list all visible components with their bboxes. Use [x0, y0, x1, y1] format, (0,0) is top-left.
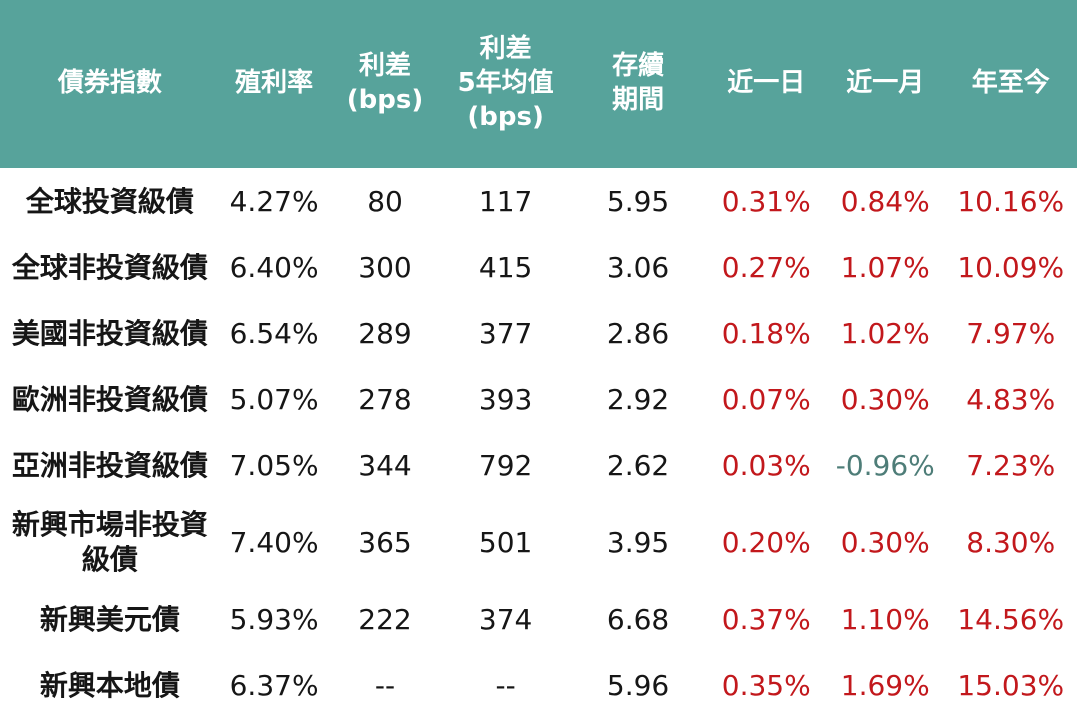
table-cell: 7.97% — [966, 316, 1056, 350]
table-cell: 0.30% — [840, 382, 930, 416]
table-header-row: 債券指數 殖利率 利差 (bps) 利差 5年均值 (bps) 存續 期間 近一日 近一月 年… — [0, 0, 1077, 168]
table-cell: 4.83% — [966, 382, 1056, 416]
table-cell: 1.07% — [840, 250, 930, 284]
table-cell: 5.93% — [229, 602, 319, 636]
table-cell: 374 — [478, 602, 533, 636]
table-cell: 7.23% — [966, 448, 1056, 482]
table-cell: 365 — [358, 525, 412, 559]
table-cell: 10.16% — [957, 184, 1065, 218]
table-cell: 415 — [478, 250, 533, 284]
column-header-change-1m: 近一月 — [846, 68, 925, 99]
column-header-duration: 存續 期間 — [612, 51, 665, 115]
table-cell: 501 — [478, 525, 533, 559]
table-cell: 5.96 — [606, 668, 670, 702]
column-header-yield: 殖利率 — [235, 68, 314, 99]
table-row: 新興市場非投資 級債 7.40% 365 501 3.95 0.20% 0.30% 8.30% — [0, 498, 1077, 586]
table-cell: 全球非投資級債 — [11, 250, 208, 284]
column-header-change-ytd: 年至今 — [971, 68, 1050, 99]
table-cell: 新興美元債 — [39, 602, 180, 636]
table-cell: 5.95 — [606, 184, 670, 218]
table-cell: 7.05% — [229, 448, 319, 482]
table-cell: 393 — [478, 382, 533, 416]
table-cell: 1.69% — [840, 668, 930, 702]
column-header-bond-index: 債券指數 — [57, 68, 162, 99]
table-cell: 美國非投資級債 — [11, 316, 208, 350]
table-cell: 0.30% — [840, 525, 930, 559]
table-row: 亞洲非投資級債 7.05% 344 792 2.62 0.03% -0.96% 7.23% — [0, 432, 1077, 498]
table-cell: 289 — [358, 316, 412, 350]
table-cell: 0.18% — [721, 316, 811, 350]
table-cell: 0.20% — [721, 525, 811, 559]
table-cell: 6.37% — [229, 668, 319, 702]
table-cell: 全球投資級債 — [25, 184, 194, 218]
column-header-change-1d: 近一日 — [727, 68, 806, 99]
table-cell: 0.84% — [840, 184, 930, 218]
table-row: 新興美元債 5.93% 222 374 6.68 0.37% 1.10% 14.56% — [0, 586, 1077, 652]
table-cell: 2.62 — [606, 448, 670, 482]
column-header-spread-bps: 利差 (bps) — [346, 51, 424, 115]
table-cell: 新興本地債 — [39, 668, 180, 702]
table-row: 全球非投資級債 6.40% 300 415 3.06 0.27% 1.07% 10.09% — [0, 234, 1077, 300]
table-header: 債券指數 殖利率 利差 (bps) 利差 5年均值 (bps) 存續 期間 近一日 近一月 年… — [0, 0, 1077, 168]
table-cell: 344 — [358, 448, 412, 482]
table-body: 全球投資級債 4.27% 80 117 5.95 0.31% 0.84% 10.16% 全球非投… — [0, 168, 1077, 718]
table-cell: 亞洲非投資級債 — [11, 448, 208, 482]
table-row: 全球投資級債 4.27% 80 117 5.95 0.31% 0.84% 10.16% — [0, 168, 1077, 234]
table-cell: 10.09% — [957, 250, 1065, 284]
table-cell: 0.27% — [721, 250, 811, 284]
table-cell: 3.95 — [606, 525, 670, 559]
table-cell: 8.30% — [966, 525, 1056, 559]
table-row: 美國非投資級債 6.54% 289 377 2.86 0.18% 1.02% 7.97% — [0, 300, 1077, 366]
table-cell: 0.35% — [721, 668, 811, 702]
table-cell: 新興市場非投資 級債 — [11, 508, 208, 576]
table-cell: 0.31% — [721, 184, 811, 218]
table-cell: 792 — [478, 448, 533, 482]
table-cell: 222 — [358, 602, 412, 636]
table-cell: 1.02% — [840, 316, 930, 350]
column-header-spread-5y-avg: 利差 5年均值 (bps) — [457, 34, 554, 132]
table-row: 新興本地債 6.37% -- -- 5.96 0.35% 1.69% 15.03% — [0, 652, 1077, 718]
table-cell: -- — [374, 668, 396, 702]
table-cell: 0.07% — [721, 382, 811, 416]
table-cell: 0.37% — [721, 602, 811, 636]
table-cell: 0.03% — [721, 448, 811, 482]
table-row: 歐洲非投資級債 5.07% 278 393 2.92 0.07% 0.30% 4.83% — [0, 366, 1077, 432]
table-cell: 6.68 — [606, 602, 670, 636]
table-cell: 歐洲非投資級債 — [11, 382, 208, 416]
table-cell: 300 — [358, 250, 412, 284]
table-cell: 15.03% — [957, 668, 1065, 702]
table-cell: -0.96% — [835, 448, 935, 482]
table-cell: 1.10% — [840, 602, 930, 636]
table-cell: 6.54% — [229, 316, 319, 350]
table-cell: 7.40% — [229, 525, 319, 559]
table-cell: 5.07% — [229, 382, 319, 416]
table-cell: 2.86 — [606, 316, 670, 350]
table-cell: 6.40% — [229, 250, 319, 284]
table-cell: -- — [495, 668, 516, 702]
table-cell: 117 — [478, 184, 533, 218]
table-cell: 14.56% — [957, 602, 1065, 636]
table-cell: 4.27% — [229, 184, 319, 218]
table-cell: 2.92 — [606, 382, 670, 416]
table-cell: 278 — [358, 382, 412, 416]
table-cell: 80 — [367, 184, 403, 218]
table-cell: 3.06 — [606, 250, 670, 284]
table-cell: 377 — [478, 316, 533, 350]
